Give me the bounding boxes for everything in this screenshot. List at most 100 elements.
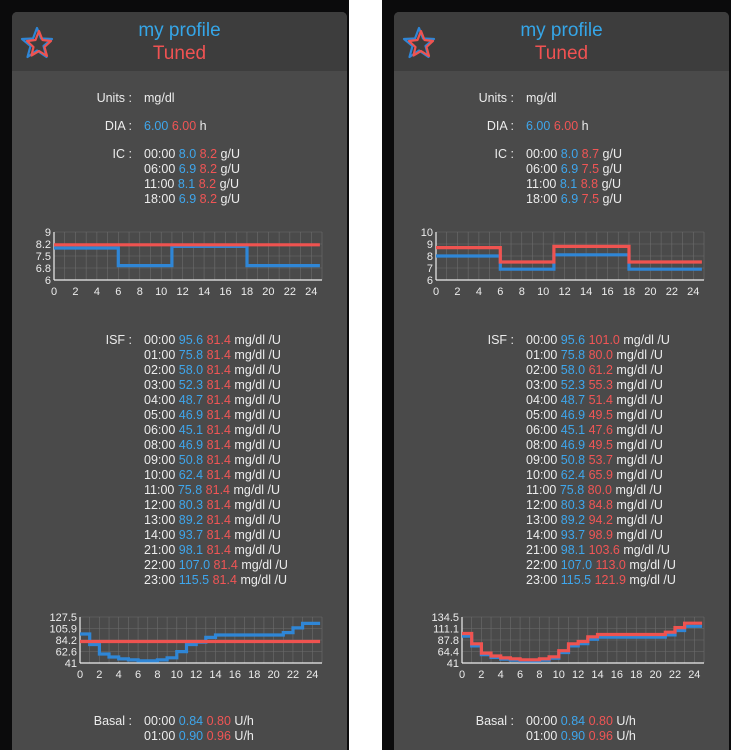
ic-time: 11:00 [144, 177, 175, 191]
basal-tuned-value: 0.96 [588, 729, 613, 743]
isf-profile-value: 115.5 [178, 573, 210, 587]
x-tick-label: 8 [519, 286, 525, 298]
isf-row: 11:00 75.8 80.0 mg/dl /U [526, 483, 662, 497]
isf-unit: mg/dl /U [234, 513, 281, 527]
x-tick-label: 6 [115, 286, 121, 298]
ic-time: 06:00 [526, 162, 558, 176]
star-logo-icon[interactable] [20, 26, 54, 60]
y-tick-label: 134.5 [431, 612, 459, 624]
x-tick-label: 8 [536, 669, 542, 681]
isf-tuned-value: 81.4 [206, 423, 231, 437]
x-tick-label: 2 [478, 669, 484, 681]
ic-profile-value: 8.0 [560, 147, 579, 161]
x-tick-label: 18 [248, 669, 260, 681]
dia-profile-value: 6.00 [144, 119, 169, 133]
series-line-profile [54, 244, 320, 268]
isf-profile-value: 62.4 [560, 468, 586, 482]
isf-tuned-value: 81.4 [206, 363, 231, 377]
isf-tuned-value: 80.0 [587, 483, 613, 497]
isf-tuned-value: 81.4 [205, 483, 231, 497]
x-tick-label: 0 [77, 669, 83, 681]
header-bar: my profile Tuned [394, 12, 729, 71]
isf-row: 12:00 80.3 84.8 mg/dl /U [526, 498, 663, 512]
x-tick-label: 14 [591, 669, 603, 681]
isf-unit: mg/dl /U [234, 528, 281, 542]
isf-row: 00:00 95.6 101.0 mg/dl /U [526, 333, 670, 347]
series-line-tuned [436, 244, 702, 264]
ic-time: 18:00 [526, 192, 558, 206]
star-logo-icon[interactable] [402, 26, 436, 60]
isf-row: 14:00 93.7 81.4 mg/dl /U [144, 528, 281, 542]
isf-unit: mg/dl /U [234, 393, 281, 407]
isf-time: 00:00 [526, 333, 558, 347]
isf-row: 13:00 89.2 81.4 mg/dl /U [144, 513, 281, 527]
isf-unit: mg/dl /U [616, 408, 663, 422]
y-tick-label: 7 [427, 263, 433, 275]
isf-time: 08:00 [144, 438, 176, 452]
ic-profile-value: 6.9 [560, 162, 579, 176]
isf-row: 08:00 46.9 49.5 mg/dl /U [526, 438, 663, 452]
isf-tuned-value: 94.2 [588, 513, 613, 527]
x-tick-label: 12 [572, 669, 584, 681]
isf-unit: mg/dl /U [629, 573, 676, 587]
isf-row: 10:00 62.4 65.9 mg/dl /U [526, 468, 663, 482]
isf-label-text: ISF [487, 333, 508, 347]
x-tick-label: 12 [559, 286, 571, 298]
isf-tuned-value: 98.9 [588, 528, 613, 542]
isf-unit: mg/dl /U [616, 393, 663, 407]
x-tick-label: 20 [262, 286, 274, 298]
isf-tuned-value: 81.4 [206, 543, 231, 557]
ic-unit: g/U [220, 147, 240, 161]
isf-row: 23:00 115.5 121.9 mg/dl /U [526, 573, 676, 587]
isf-row: 06:00 45.1 47.6 mg/dl /U [526, 423, 663, 437]
isf-profile-value: 62.4 [178, 468, 204, 482]
isf-time: 06:00 [144, 423, 176, 437]
x-tick-label: 20 [644, 286, 656, 298]
ic-tuned-value: 8.2 [199, 192, 218, 206]
x-tick-label: 0 [51, 286, 57, 298]
isf-tuned-value: 81.4 [206, 513, 231, 527]
basal-tuned-value: 0.80 [588, 714, 613, 728]
isf-tuned-value: 80.0 [588, 348, 613, 362]
isf-profile-value: 89.2 [560, 513, 586, 527]
x-tick-label: 16 [611, 669, 623, 681]
ic-row: 18:00 6.9 8.2 g/U [144, 192, 240, 206]
x-tick-label: 24 [688, 669, 700, 681]
isf-time: 05:00 [144, 408, 176, 422]
isf-row: 10:00 62.4 81.4 mg/dl /U [144, 468, 281, 482]
ic-profile-value: 6.9 [178, 162, 197, 176]
phone-screen-left: my profile Tuned Units : mg/dl DIA : 6.00 6.0… [0, 0, 349, 750]
x-tick-label: 4 [476, 286, 482, 298]
isf-time: 13:00 [526, 513, 558, 527]
units-label-text: Units [96, 91, 126, 105]
isf-row: 01:00 75.8 81.4 mg/dl /U [144, 348, 281, 362]
units-label: Units : [96, 91, 132, 105]
phone-screen-right: my profile Tuned Units : mg/dl DIA : 6.00 6.0… [382, 0, 731, 750]
ic-unit: g/U [602, 147, 622, 161]
y-tick-label: 111.1 [433, 624, 459, 636]
isf-profile-value: 46.9 [178, 408, 204, 422]
ic-row: 00:00 8.0 8.2 g/U [144, 147, 240, 161]
isf-time: 01:00 [144, 348, 176, 362]
y-tick-label: 105.9 [49, 624, 77, 636]
isf-unit: mg/dl /U [615, 483, 663, 497]
series-line-profile [80, 621, 321, 663]
isf-time: 22:00 [526, 558, 558, 572]
ic-profile-value: 6.9 [178, 192, 197, 206]
basal-label: Basal : [93, 714, 132, 728]
isf-unit: mg/dl /U [616, 423, 663, 437]
x-tick-label: 14 [209, 669, 221, 681]
dia-label-text: DIA [486, 119, 508, 133]
basal-tuned-value: 0.96 [206, 729, 231, 743]
isf-profile-value: 75.8 [559, 483, 585, 497]
x-tick-label: 12 [177, 286, 189, 298]
x-tick-label: 4 [498, 669, 504, 681]
isf-unit: mg/dl /U [616, 363, 663, 377]
isf-profile-value: 46.9 [178, 438, 204, 452]
ic-tuned-value: 7.5 [581, 192, 600, 206]
isf-unit: mg/dl /U [616, 378, 663, 392]
y-tick-label: 64.4 [438, 647, 459, 659]
isf-unit: mg/dl /U [616, 348, 663, 362]
